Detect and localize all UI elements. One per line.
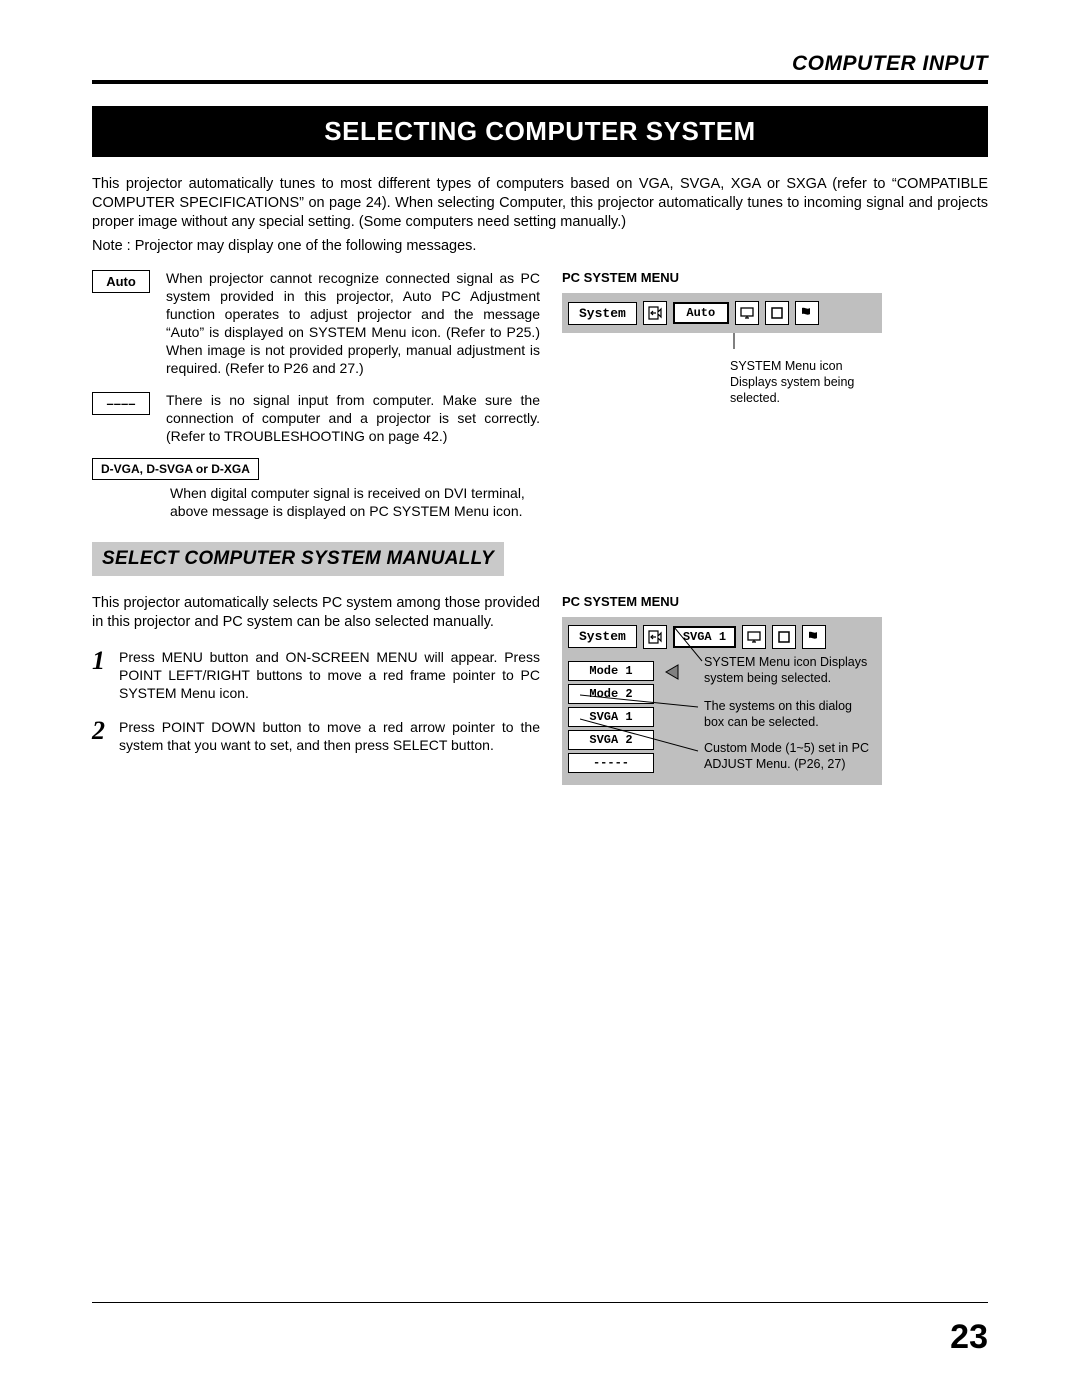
messages-column: Auto When projector cannot recognize con… xyxy=(92,270,540,520)
page-title-banner: SELECTING COMPUTER SYSTEM xyxy=(92,106,988,157)
step-number-1: 1 xyxy=(92,648,105,703)
intro-paragraph: This projector automatically tunes to mo… xyxy=(92,175,988,232)
monitor-icon xyxy=(742,625,766,649)
page-number: 23 xyxy=(950,1318,988,1357)
manual-steps-column: This projector automatically selects PC … xyxy=(92,594,540,785)
menu1-column: PC SYSTEM MENU System Auto SYSTEM Menu i… xyxy=(562,270,988,520)
msg-box-dvga: D-VGA, D-SVGA or D-XGA xyxy=(92,458,259,480)
callout-3: Custom Mode (1~5) set in PC ADJUST Menu.… xyxy=(704,741,884,772)
mode-item: Mode 1 xyxy=(568,661,654,681)
callout-2: The systems on this dialog box can be se… xyxy=(704,699,874,730)
note-line: Note : Projector may display one of the … xyxy=(92,238,988,254)
step-text-1: Press MENU button and ON-SCREEN MENU wil… xyxy=(119,648,540,703)
msg-box-nosignal: –––– xyxy=(92,392,150,415)
menu1-selected: Auto xyxy=(673,302,729,324)
callout-1: SYSTEM Menu icon Displays system being s… xyxy=(704,655,876,686)
msg-text-nosignal: There is no signal input from computer. … xyxy=(166,392,540,446)
pointer-left-icon xyxy=(664,663,680,681)
msg-text-auto: When projector cannot recognize connecte… xyxy=(166,270,540,377)
sub-banner: SELECT COMPUTER SYSTEM MANUALLY xyxy=(92,542,504,576)
footer-rule xyxy=(92,1302,988,1303)
square-icon xyxy=(772,625,796,649)
menu2-title: PC SYSTEM MENU xyxy=(562,594,988,609)
section-header: COMPUTER INPUT xyxy=(92,52,988,76)
menu2-panel: System SVGA 1 Mode 1 Mode 2 SVGA 1 SVGA … xyxy=(562,617,882,785)
msg-box-auto: Auto xyxy=(92,270,150,293)
menu2-column: PC SYSTEM MENU System SVGA 1 Mode 1 Mode… xyxy=(562,594,988,785)
menu2-system-label: System xyxy=(568,625,637,648)
square-icon xyxy=(765,301,789,325)
msg-text-dvga: When digital computer signal is received… xyxy=(170,484,540,520)
step-number-2: 2 xyxy=(92,718,105,754)
monitor-icon xyxy=(735,301,759,325)
menu1-system-label: System xyxy=(568,302,637,325)
manual-intro: This projector automatically selects PC … xyxy=(92,594,540,632)
menu1-panel: System Auto xyxy=(562,293,882,333)
arrow-in-icon xyxy=(643,625,667,649)
arrow-in-icon xyxy=(643,301,667,325)
menu1-caption: SYSTEM Menu icon Displays system being s… xyxy=(730,359,870,406)
flag-icon xyxy=(802,625,826,649)
menu1-title: PC SYSTEM MENU xyxy=(562,270,988,285)
step-text-2: Press POINT DOWN button to move a red ar… xyxy=(119,718,540,754)
flag-icon xyxy=(795,301,819,325)
header-rule xyxy=(92,80,988,84)
